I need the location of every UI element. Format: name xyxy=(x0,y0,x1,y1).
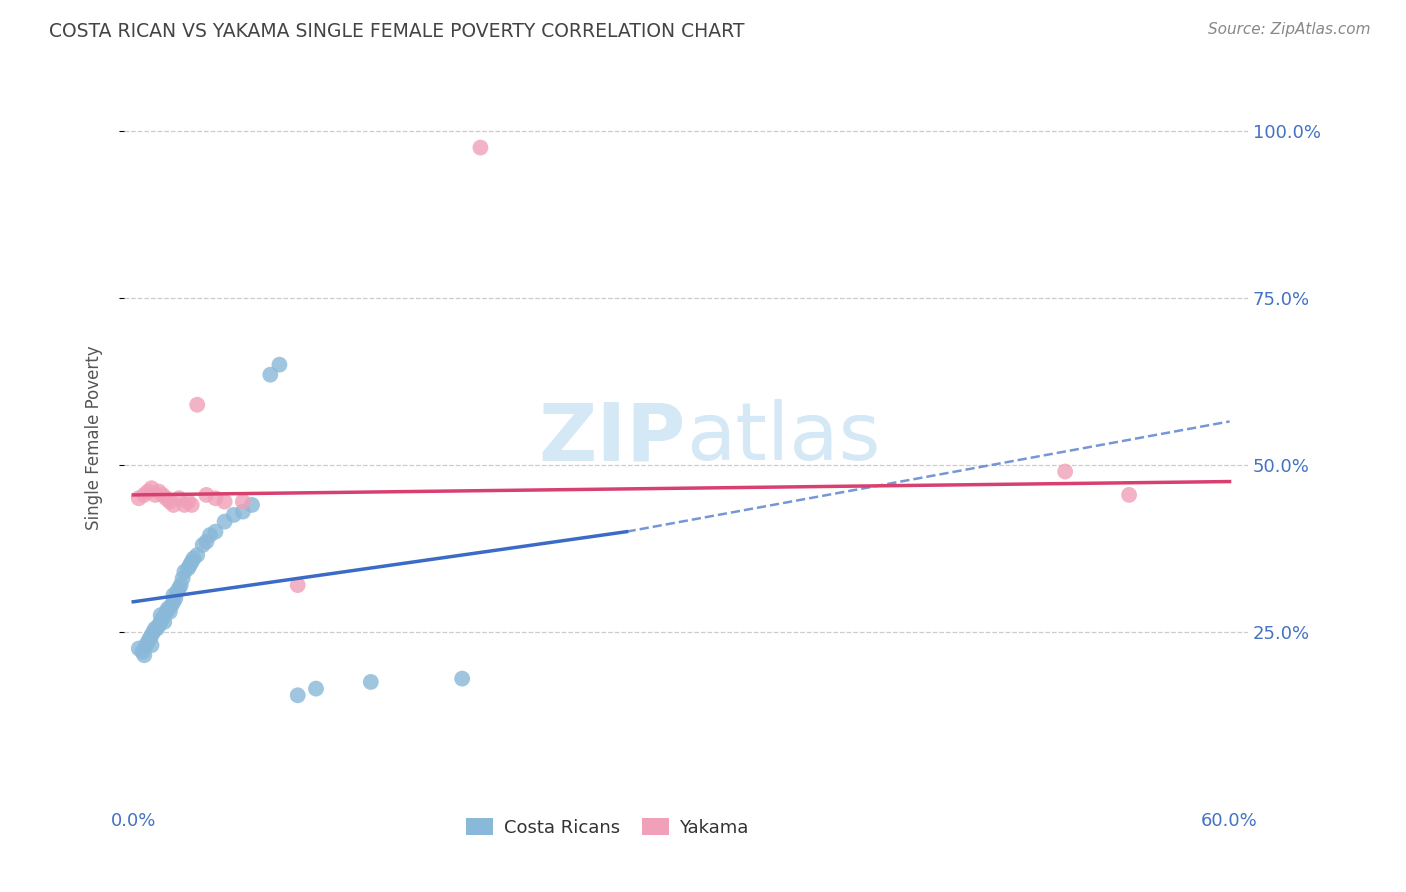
Point xyxy=(149,608,172,623)
Point xyxy=(165,591,187,606)
Point xyxy=(198,528,221,542)
Point xyxy=(259,368,281,382)
Point xyxy=(360,675,382,690)
Point xyxy=(153,615,176,629)
Point xyxy=(183,551,205,566)
Point xyxy=(1054,465,1077,479)
Point xyxy=(180,498,202,512)
Point xyxy=(170,578,193,592)
Point xyxy=(166,584,188,599)
Point xyxy=(128,491,150,506)
Text: Source: ZipAtlas.com: Source: ZipAtlas.com xyxy=(1208,22,1371,37)
Point xyxy=(149,615,172,629)
Point xyxy=(155,491,177,506)
Point xyxy=(136,635,159,649)
Point xyxy=(131,645,153,659)
Point xyxy=(148,618,170,632)
Point xyxy=(162,498,184,512)
Legend: Costa Ricans, Yakama: Costa Ricans, Yakama xyxy=(458,811,756,844)
Point xyxy=(136,484,159,499)
Point xyxy=(135,638,157,652)
Point xyxy=(191,538,214,552)
Point xyxy=(141,481,163,495)
Point xyxy=(159,494,181,508)
Point xyxy=(1118,488,1140,502)
Point xyxy=(186,398,208,412)
Point xyxy=(195,488,218,502)
Point xyxy=(186,548,208,562)
Point xyxy=(134,488,156,502)
Point xyxy=(204,491,226,506)
Point xyxy=(159,605,181,619)
Text: ZIP: ZIP xyxy=(538,399,686,477)
Point xyxy=(240,498,263,512)
Point xyxy=(305,681,328,696)
Point xyxy=(141,638,163,652)
Point xyxy=(204,524,226,539)
Point xyxy=(134,648,156,663)
Point xyxy=(172,571,194,585)
Text: COSTA RICAN VS YAKAMA SINGLE FEMALE POVERTY CORRELATION CHART: COSTA RICAN VS YAKAMA SINGLE FEMALE POVE… xyxy=(49,22,745,41)
Point xyxy=(177,561,200,575)
Point xyxy=(148,484,170,499)
Point xyxy=(173,565,195,579)
Point xyxy=(180,555,202,569)
Point xyxy=(160,598,183,612)
Point xyxy=(470,140,492,154)
Point xyxy=(143,488,166,502)
Point xyxy=(162,588,184,602)
Point xyxy=(167,582,190,596)
Point xyxy=(287,578,309,592)
Point xyxy=(232,505,254,519)
Point xyxy=(222,508,245,522)
Point xyxy=(177,494,200,508)
Point xyxy=(179,558,201,572)
Y-axis label: Single Female Poverty: Single Female Poverty xyxy=(86,346,103,531)
Point xyxy=(287,688,309,702)
Point xyxy=(143,622,166,636)
Point xyxy=(173,498,195,512)
Point xyxy=(232,494,254,508)
Point xyxy=(146,622,169,636)
Point xyxy=(162,595,184,609)
Point xyxy=(214,494,236,508)
Point xyxy=(269,358,291,372)
Point xyxy=(214,515,236,529)
Point xyxy=(142,624,165,639)
Point xyxy=(156,601,179,615)
Text: atlas: atlas xyxy=(686,399,880,477)
Point xyxy=(141,628,163,642)
Point xyxy=(152,611,174,625)
Point xyxy=(152,488,174,502)
Point xyxy=(155,605,177,619)
Point xyxy=(138,632,160,646)
Point xyxy=(167,491,190,506)
Point xyxy=(195,534,218,549)
Point xyxy=(128,641,150,656)
Point xyxy=(451,672,474,686)
